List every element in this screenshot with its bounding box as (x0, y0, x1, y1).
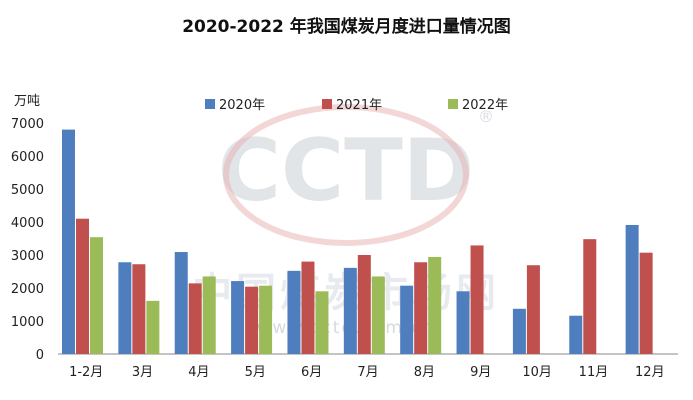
watermark-registered: ® (478, 107, 494, 126)
bar-2021年-5月 (245, 286, 259, 354)
watermark: CCTD®中国煤炭市场网www.cctd.com.cn (192, 104, 496, 338)
bar-2022年-5月 (259, 285, 273, 354)
x-tick-label: 6月 (301, 365, 322, 380)
legend-swatch (322, 99, 332, 109)
y-tick-label: 0 (36, 348, 44, 363)
legend-swatch (205, 99, 215, 109)
chart-bars (62, 129, 653, 354)
x-tick-label: 11月 (579, 365, 609, 380)
y-tick-label: 6000 (11, 150, 44, 165)
bar-2021年-1-2月 (76, 218, 89, 354)
chart-axes: 万吨 0 1000 2000 3000 4000 5000 6000 7000 1-2月 3月 4月 5… (11, 94, 678, 380)
x-tick-label: 12月 (635, 365, 665, 380)
legend-swatch (448, 99, 458, 109)
bar-2021年-12月 (639, 252, 653, 354)
bar-2020年-7月 (343, 267, 357, 354)
bar-2020年-11月 (569, 315, 583, 354)
x-tick-label: 1-2月 (69, 365, 103, 380)
x-tick-label: 8月 (414, 365, 435, 380)
y-tick-label: 2000 (11, 282, 44, 297)
bar-2021年-11月 (583, 239, 597, 354)
bar-2021年-3月 (132, 264, 146, 354)
legend-label: 2022年 (462, 98, 508, 113)
bar-2020年-12月 (625, 224, 639, 354)
bar-2020年-5月 (231, 281, 245, 354)
x-tick-label: 9月 (470, 365, 491, 380)
bar-2020年-8月 (400, 285, 414, 354)
legend-label: 2021年 (336, 98, 382, 113)
bar-2022年-1-2月 (90, 237, 103, 354)
bar-2021年-8月 (414, 262, 428, 354)
bar-2021年-10月 (526, 265, 540, 354)
bar-2022年-8月 (428, 256, 442, 354)
x-tick-label: 7月 (357, 365, 378, 380)
bar-2022年-6月 (315, 291, 329, 354)
bar-2021年-9月 (470, 245, 484, 354)
bar-2020年-1-2月 (62, 129, 75, 354)
watermark-logo-text: CCTD (218, 121, 474, 221)
bar-2022年-3月 (146, 300, 160, 354)
y-axis-unit-label: 万吨 (14, 94, 40, 109)
chart-legend: 2020年 2021年 2022年 (205, 98, 508, 113)
bar-2021年-6月 (301, 261, 315, 354)
bar-2020年-9月 (456, 291, 470, 354)
watermark-ring (223, 104, 469, 246)
x-tick-label: 4月 (188, 365, 209, 380)
y-tick-label: 5000 (11, 183, 44, 198)
y-tick-label: 4000 (11, 216, 44, 231)
chart-title: 2020-2022 年我国煤炭月度进口量情况图 (182, 17, 511, 37)
bar-2020年-3月 (118, 262, 132, 354)
bar-2022年-7月 (371, 276, 385, 354)
x-tick-label: 5月 (245, 365, 266, 380)
y-tick-label: 1000 (11, 315, 44, 330)
x-tick-label: 10月 (522, 365, 552, 380)
bar-2020年-6月 (287, 270, 301, 354)
legend-label: 2020年 (219, 98, 265, 113)
bar-2021年-7月 (357, 255, 371, 354)
bar-2020年-4月 (174, 252, 188, 354)
y-tick-label: 3000 (11, 249, 44, 264)
bar-2021年-4月 (188, 283, 202, 354)
bar-2022年-4月 (202, 276, 216, 354)
x-tick-label: 3月 (132, 365, 153, 380)
y-tick-label: 7000 (11, 117, 44, 132)
bar-2020年-10月 (512, 308, 526, 354)
